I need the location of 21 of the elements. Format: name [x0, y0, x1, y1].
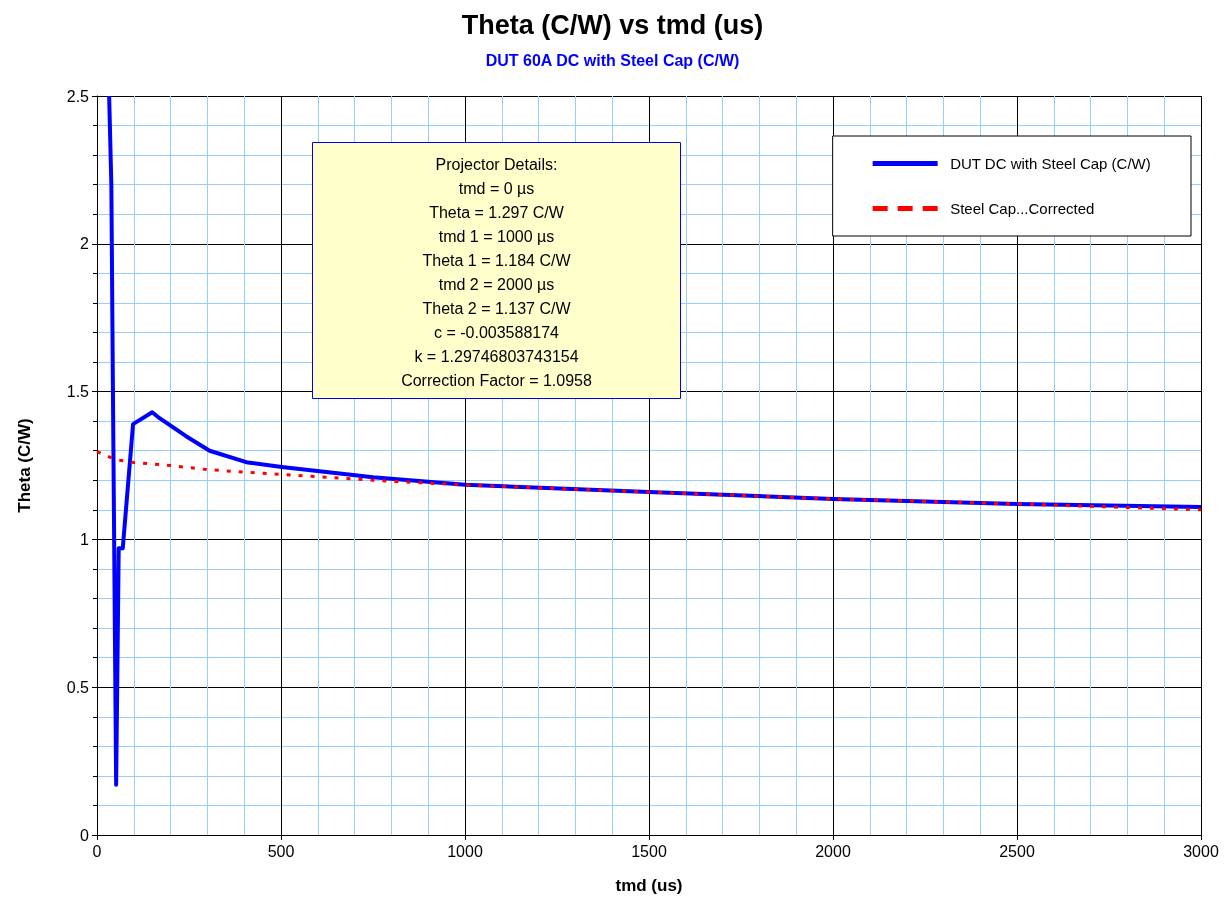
y-tick-label: 0.5: [66, 678, 90, 696]
text: Projector Details: tmd = 0 µs Theta = 1.297 C/W tmd 1 = 1000 µs Theta 1 = 1.184 C/W tmd 2 = 2000 µs Theta 2 = 1.137 C/W c = -0.003588174 k = 1.29746803743154 Correction Factor = 1.0958: [401, 156, 592, 389]
y-axis-title: Theta (C/W): [15, 418, 34, 513]
y-tick-label: 2.5: [66, 87, 90, 105]
y-tick-label: 2: [80, 235, 90, 253]
y-tick-label: 1.5: [66, 383, 90, 401]
x-tick-label: 1000: [447, 842, 483, 860]
legend-label: DUT DC with Steel Cap (C/W): [950, 155, 1151, 172]
y-tick-label: 1: [80, 530, 90, 548]
x-tick-label: 2000: [815, 842, 851, 860]
x-tick-label: 1500: [631, 842, 667, 860]
y-tick-label: 0: [80, 826, 90, 844]
chart-subtitle: DUT 60A DC with Steel Cap (C/W): [485, 51, 740, 69]
chart-title: Theta (C/W) vs tmd (us): [461, 9, 764, 40]
x-tick-label: 0: [92, 842, 102, 860]
x-axis-title: tmd (us): [615, 876, 683, 895]
x-tick-label: 500: [267, 842, 295, 860]
line-series: [95, 450, 1203, 512]
x-tick-label: 3000: [1183, 842, 1219, 860]
x-tick-label: 2500: [999, 842, 1035, 860]
legend-label: Steel Cap...Corrected: [950, 200, 1095, 217]
